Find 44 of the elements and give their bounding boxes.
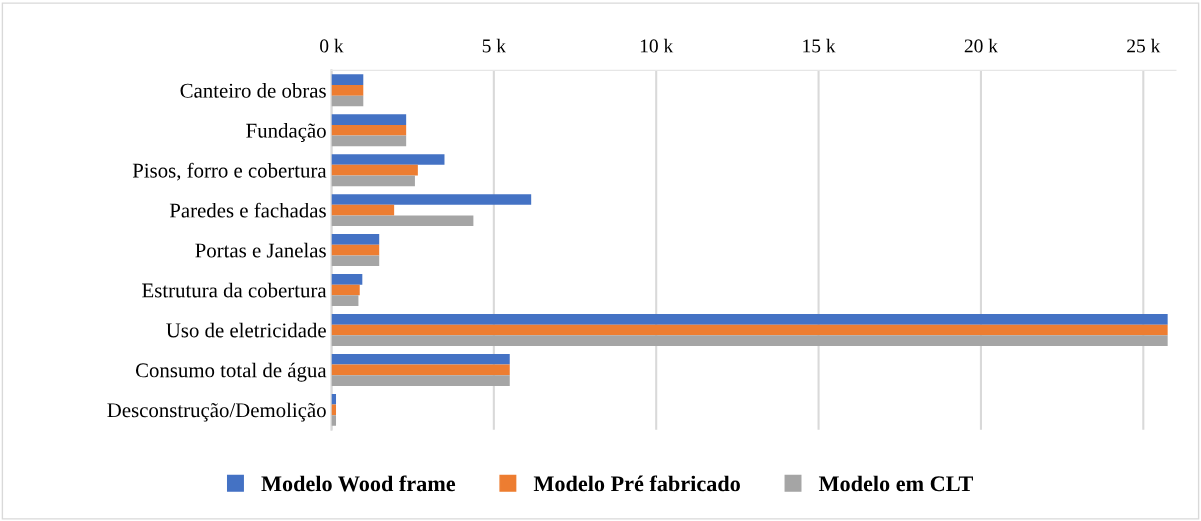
y-tick-label: Desconstrução/Demolição (107, 402, 326, 422)
bar (331, 244, 380, 256)
bar (331, 204, 395, 216)
bar (331, 124, 407, 136)
bar (331, 114, 407, 125)
bar (331, 375, 510, 386)
bar (331, 255, 380, 267)
bar (331, 95, 364, 107)
bar (331, 415, 337, 426)
bar (331, 335, 1168, 346)
y-tick-label: Portas e Janelas (195, 242, 326, 258)
bar (331, 313, 1168, 325)
bar (331, 215, 474, 227)
y-tick-label: Canteiro de obras (180, 83, 326, 98)
bar (331, 393, 337, 405)
bar (331, 164, 418, 176)
x-tick-label: 25 k (1127, 38, 1161, 53)
bar (331, 135, 407, 147)
y-tick-label: Paredes e fachadas (169, 202, 326, 218)
bar (331, 74, 364, 85)
y-tick-label: Fundação (246, 123, 326, 142)
y-tick-label: Pisos, forro e cobertura (132, 162, 327, 181)
y-tick-label: Estrutura da cobertura (142, 282, 327, 298)
bar (331, 84, 364, 96)
bar (331, 295, 359, 306)
x-tick-label: 10 k (640, 38, 674, 53)
bar (331, 175, 415, 187)
bar (331, 364, 510, 376)
x-tick-label: 20 k (964, 38, 998, 53)
y-tick-label: Consumo total de água (135, 362, 327, 382)
legend-label: Modelo Wood frame (261, 475, 456, 492)
x-tick-label: 5 k (482, 38, 506, 53)
bar (331, 353, 510, 365)
x-tick-label: 15 k (803, 38, 836, 53)
x-tick-label: 0 k (320, 38, 344, 53)
legend-label: Modelo em CLT (818, 475, 973, 492)
bar (331, 274, 363, 285)
bar (331, 234, 380, 245)
bar (331, 194, 532, 205)
bar (331, 154, 445, 165)
bar (331, 324, 1168, 336)
bar (331, 284, 360, 296)
legend-label: Modelo Pré fabricado (533, 475, 740, 492)
y-tick-label: Uso de eletricidade (166, 322, 326, 338)
